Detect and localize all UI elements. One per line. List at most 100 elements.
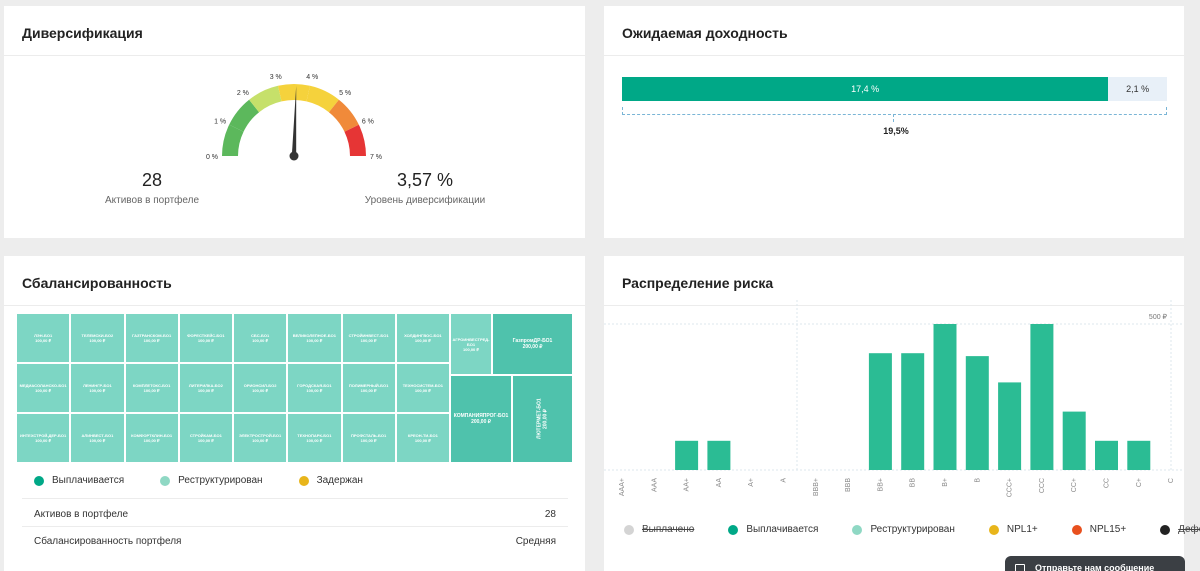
treemap-cell-title: КОМПАНИЯПРОГ-БО1 bbox=[453, 412, 509, 419]
treemap-cell-amount: 100,00 ₽ bbox=[360, 438, 377, 443]
divider bbox=[4, 305, 585, 306]
yield-extra-segment: 2,1 % bbox=[1108, 77, 1167, 101]
treemap-cell[interactable]: СТРОЙКАМ-БО1 100,00 ₽ bbox=[178, 413, 233, 463]
treemap-cell-label: АЛИНВЕСТ-БО1 100,00 ₽ bbox=[81, 433, 113, 443]
treemap-cell[interactable]: ГАЗТРАНСКОМ-БО1 100,00 ₽ bbox=[124, 313, 179, 363]
treemap-cell-amount: 100,00 ₽ bbox=[143, 438, 160, 443]
treemap-cell-amount: 100,00 ₽ bbox=[252, 388, 269, 393]
risk-bar[interactable] bbox=[707, 440, 731, 470]
legend-dot-icon bbox=[34, 475, 44, 486]
treemap-cell-label: ФОРЕСТКЕЙС-БО1 100,00 ₽ bbox=[187, 333, 225, 343]
treemap-cell[interactable]: ЭЛЕКТРОСТРОЙ-БО1 100,00 ₽ bbox=[233, 413, 288, 463]
divider bbox=[22, 498, 568, 499]
legend-item[interactable]: NPL1+ bbox=[988, 524, 1038, 535]
treemap-cell[interactable]: ЛЕНИНГР-БО1 100,00 ₽ bbox=[70, 363, 125, 413]
treemap-cell-amount: 100,00 ₽ bbox=[89, 438, 106, 443]
treemap-cell-title: ГАЗТРАНСКОМ-БО1 bbox=[132, 333, 172, 338]
diversification-title: Диверсификация bbox=[22, 25, 143, 41]
gauge-hub bbox=[289, 151, 299, 161]
x-tick-label: AAA bbox=[651, 478, 658, 492]
treemap-cell-amount: 100,00 ₽ bbox=[306, 438, 323, 443]
risk-bar[interactable] bbox=[1127, 440, 1151, 470]
treemap-cell[interactable]: ФОРЕСТКЕЙС-БО1 100,00 ₽ bbox=[178, 313, 233, 363]
treemap-cell-label: ХОЛДИНГВОС-БО1 100,00 ₽ bbox=[404, 333, 442, 343]
legend-item[interactable]: Дефолт bbox=[1160, 524, 1200, 535]
assets-count: 28 bbox=[141, 170, 163, 190]
risk-bar[interactable] bbox=[1030, 324, 1054, 470]
treemap-cell[interactable]: ГазпромДР-БО1 200,00 ₽ bbox=[492, 313, 573, 375]
y-tick-label: 500 ₽ bbox=[1149, 313, 1168, 321]
risk-bar[interactable] bbox=[901, 353, 925, 470]
treemap-cell[interactable]: ТЕЛЕМСКИ-БО2 100,00 ₽ bbox=[70, 313, 125, 363]
gauge-needle bbox=[291, 86, 297, 157]
treemap-cell-label: ПРОФСТАЛЬ-БО1 100,00 ₽ bbox=[351, 433, 386, 443]
legend-item[interactable]: Выплачивается bbox=[34, 475, 124, 486]
legend-item[interactable]: Выплачено bbox=[624, 524, 694, 535]
treemap-cell[interactable]: КРЕОН-ТИ-БО1 100,00 ₽ bbox=[395, 413, 450, 463]
treemap-cell-label: СТРОЙКАМ-БО1 100,00 ₽ bbox=[190, 433, 222, 443]
treemap-cell[interactable]: КОМФОРТКЛИН-БО1 100,00 ₽ bbox=[124, 413, 179, 463]
risk-bar[interactable] bbox=[933, 324, 957, 470]
treemap-cell-amount: 100,00 ₽ bbox=[197, 338, 214, 343]
risk-legend: Выплачено Выплачивается Реструктурирован NP… bbox=[624, 524, 1200, 535]
x-tick-label: BB bbox=[910, 478, 917, 488]
treemap-cell[interactable]: МЕДИАСОЛАНСКО-БО1 100,00 ₽ bbox=[16, 363, 71, 413]
treemap-cell[interactable]: КОМПАНИЯПРОГ-БО1 200,00 ₽ bbox=[450, 375, 512, 463]
treemap-cell-amount: 100,00 ₽ bbox=[360, 388, 377, 393]
gauge-segment bbox=[277, 84, 311, 102]
treemap-cell[interactable]: ПОЛИМЕРНЫЙ-БО1 100,00 ₽ bbox=[341, 363, 396, 413]
treemap-cell[interactable]: ТЕХНОПАРК-БО1 100,00 ₽ bbox=[287, 413, 342, 463]
balance-legend: Выплачивается Реструктурирован Задержан bbox=[34, 475, 399, 486]
balance-card: Сбалансированность ЛЭН-БО1 100,00 ₽ ТЕЛЕМС… bbox=[4, 256, 585, 571]
divider bbox=[22, 526, 568, 527]
send-message-label: Отправьте нам сообщение bbox=[1035, 563, 1155, 571]
treemap-cell-title: ПОЛИМЕРНЫЙ-БО1 bbox=[348, 383, 389, 388]
treemap-cell[interactable]: АЛИНВЕСТ-БО1 100,00 ₽ bbox=[70, 413, 125, 463]
yield-total: 19,5% bbox=[883, 126, 909, 136]
yield-main-segment: 17,4 % bbox=[622, 77, 1109, 101]
treemap-cell[interactable]: ИНТЕХСТРОЙ-ДЕР-БО1 100,00 ₽ bbox=[16, 413, 71, 463]
legend-item[interactable]: Выплачивается bbox=[728, 524, 818, 535]
send-message-button[interactable]: Отправьте нам сообщение bbox=[1005, 556, 1185, 571]
risk-bar[interactable] bbox=[965, 356, 989, 470]
treemap-cell[interactable]: ХОЛДИНГВОС-БО1 100,00 ₽ bbox=[395, 313, 450, 363]
treemap-cell-title: МЕДИАСОЛАНСКО-БО1 bbox=[19, 383, 67, 388]
treemap-cell[interactable]: СБС-БО1 100,00 ₽ bbox=[233, 313, 288, 363]
treemap-cell[interactable]: КОМПЛЕТОКС-БО1 100,00 ₽ bbox=[124, 363, 179, 413]
treemap-cell[interactable]: ТЕХНОСИСТЕМ-БО1 100,00 ₽ bbox=[395, 363, 450, 413]
risk-bar[interactable] bbox=[868, 353, 892, 470]
treemap-cell-title: ТЕХНОСИСТЕМ-БО1 bbox=[402, 383, 444, 388]
gauge-tick-label: 2 % bbox=[237, 90, 249, 97]
treemap-cell-amount: 200,00 ₽ bbox=[542, 409, 549, 429]
treemap-cell-title: ХОЛДИНГВОС-БО1 bbox=[404, 333, 442, 338]
treemap-cell-label: ГОРОДСКАЯ-БО1 100,00 ₽ bbox=[297, 383, 332, 393]
legend-dot-icon bbox=[160, 475, 171, 486]
treemap-cell[interactable]: ЛЭН-БО1 100,00 ₽ bbox=[16, 313, 71, 363]
risk-bar[interactable] bbox=[1095, 440, 1118, 470]
treemap-cell[interactable]: ПРОФСТАЛЬ-БО1 100,00 ₽ bbox=[341, 413, 396, 463]
legend-item[interactable]: Реструктурирован bbox=[160, 475, 263, 486]
treemap-cell[interactable]: ОРИОНСИЛ-БО2 100,00 ₽ bbox=[233, 363, 288, 413]
treemap-cell-label: ЭЛЕКТРОСТРОЙ-БО1 100,00 ₽ bbox=[239, 433, 281, 443]
treemap-cell[interactable]: ЛЮТЕРМЕТ-БО1 200,00 ₽ bbox=[512, 375, 573, 463]
chat-icon bbox=[1015, 564, 1025, 571]
legend-item[interactable]: Реструктурирован bbox=[852, 524, 955, 535]
treemap-cell-label: КОМПЛЕТОКС-БО1 100,00 ₽ bbox=[133, 383, 171, 393]
treemap-cell[interactable]: ГОРОДСКАЯ-БО1 100,00 ₽ bbox=[287, 363, 342, 413]
treemap-cell[interactable]: АГРОИНВЕСТРЕД-БО1 100,00 ₽ bbox=[450, 313, 492, 375]
gauge-segment bbox=[229, 99, 260, 132]
risk-bar[interactable] bbox=[675, 440, 699, 470]
treemap-cell[interactable]: ВЕЛИКОЛЕПНОЕ-БО1 100,00 ₽ bbox=[287, 313, 342, 363]
risk-bar[interactable] bbox=[1062, 411, 1086, 470]
legend-item[interactable]: Задержан bbox=[298, 475, 363, 486]
risk-bar-chart: 500 ₽AAA+ AAA AA+ AA A+ A BBB+ BBB BB+ BB B+ B CCC+ C… bbox=[604, 300, 1182, 497]
risk-bar[interactable] bbox=[998, 382, 1022, 470]
legend-item[interactable]: NPL15+ bbox=[1071, 524, 1126, 535]
treemap-cell-title: КРЕОН-ТИ-БО1 bbox=[407, 433, 438, 438]
treemap-cell-label: ЛЭН-БО1 100,00 ₽ bbox=[34, 333, 52, 343]
treemap-cell-label: КРЕОН-ТИ-БО1 100,00 ₽ bbox=[408, 433, 438, 443]
x-tick-label: A bbox=[781, 478, 788, 483]
treemap-cell[interactable]: ЛИТЕРИЛКА-БО2 100,00 ₽ bbox=[178, 363, 233, 413]
treemap-cell[interactable]: СТРОЙИНВЕСТ-БО1 100,00 ₽ bbox=[341, 313, 396, 363]
gauge-tick-label: 7 % bbox=[370, 154, 382, 161]
